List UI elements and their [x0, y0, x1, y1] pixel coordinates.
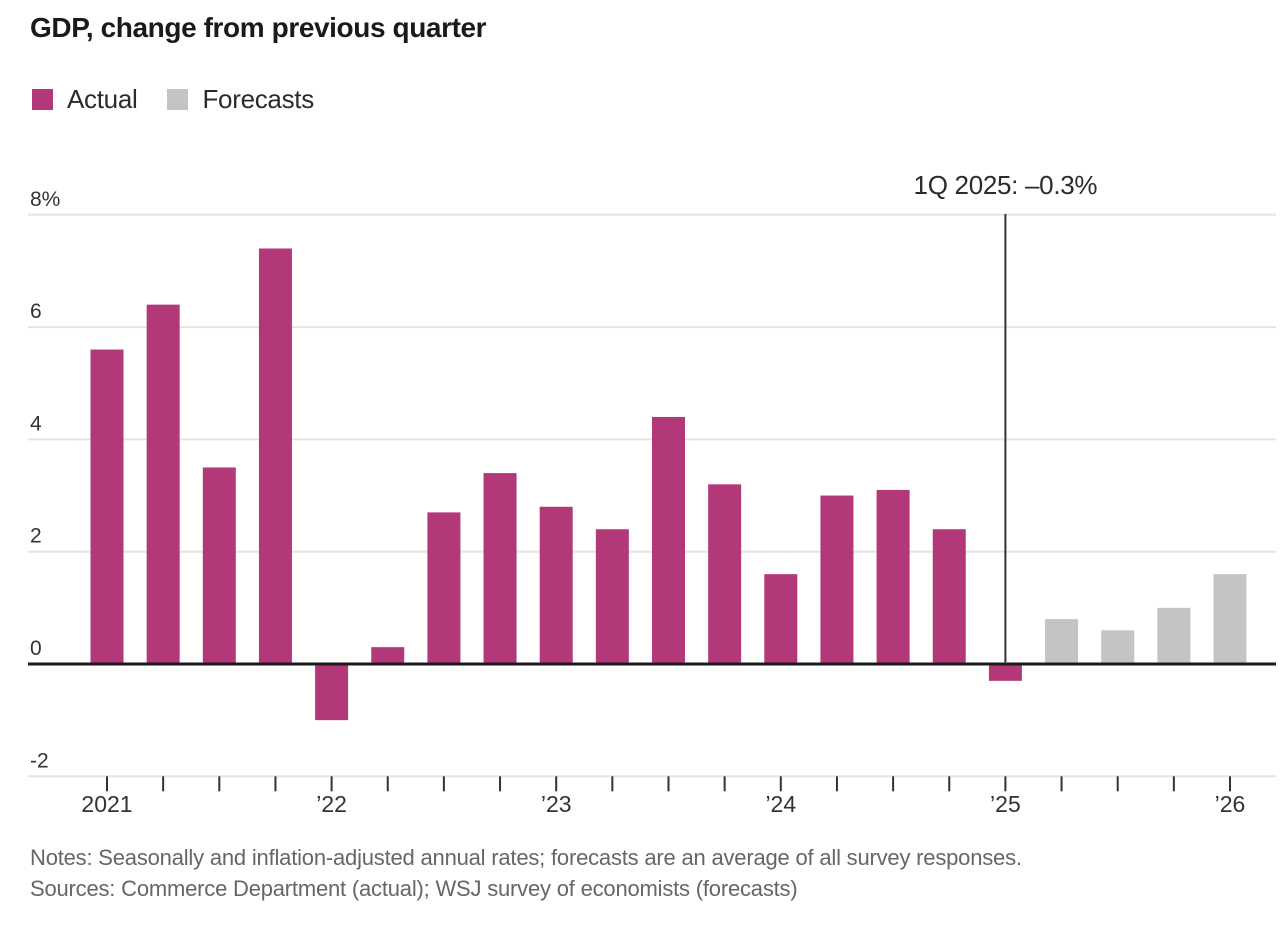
chart-legend: Actual Forecasts [32, 84, 314, 115]
bar-2q-2022 [371, 647, 405, 664]
chart-notes: Notes: Seasonally and inflation-adjusted… [30, 845, 1022, 870]
legend-swatch-forecasts [167, 89, 189, 110]
bar-2q-2025 [1045, 619, 1079, 664]
bar-3q-2023 [652, 416, 685, 664]
bar-4q-2025 [1157, 607, 1191, 664]
x-axis-label-2021: 2021 [81, 791, 132, 817]
bar-4q-2021 [258, 248, 292, 665]
bar-4q-2022 [483, 473, 517, 664]
bar-4q-2024 [932, 529, 966, 664]
bar-1q-2021 [90, 349, 124, 664]
x-axis-label-22: ’22 [316, 791, 347, 817]
bar-2q-2023 [595, 529, 629, 664]
bar-4q-2023 [708, 484, 742, 664]
chart-title: GDP, change from previous quarter [30, 12, 487, 43]
bar-1q-2024 [764, 574, 798, 664]
bar-1q-2023 [539, 506, 573, 664]
y-axis-label-4: 4 [30, 412, 42, 435]
y-axis-label--2: -2 [30, 749, 49, 772]
bar-2q-2021 [146, 304, 180, 664]
bar-3q-2024 [876, 489, 910, 664]
chart-sources: Sources: Commerce Department (actual); W… [30, 876, 798, 901]
bar-3q-2025 [1101, 630, 1135, 664]
bar-3q-2022 [427, 512, 461, 664]
legend-swatch-actual [32, 89, 53, 110]
y-axis-label-2: 2 [30, 525, 42, 548]
x-axis-label-24: ’24 [765, 791, 796, 817]
chart-footer: Notes: Seasonally and inflation-adjusted… [30, 842, 1250, 904]
x-axis-label-25: ’25 [990, 791, 1021, 817]
x-axis-label-26: ’26 [1215, 791, 1246, 817]
bar-2q-2024 [820, 495, 854, 664]
y-axis-label-6: 6 [30, 300, 42, 323]
bar-3q-2021 [202, 467, 236, 664]
legend-label-forecasts: Forecasts [202, 84, 314, 114]
y-axis-label-8%: 8% [30, 188, 60, 211]
bar-1q-2025 [988, 664, 1022, 681]
y-axis-label-0: 0 [30, 637, 42, 660]
bar-1q-2022 [315, 664, 349, 721]
bar-1q-2026 [1213, 574, 1247, 664]
legend-label-actual: Actual [67, 84, 138, 114]
x-axis-label-23: ’23 [541, 791, 572, 817]
annotation-label: 1Q 2025: –0.3% [913, 170, 1098, 200]
